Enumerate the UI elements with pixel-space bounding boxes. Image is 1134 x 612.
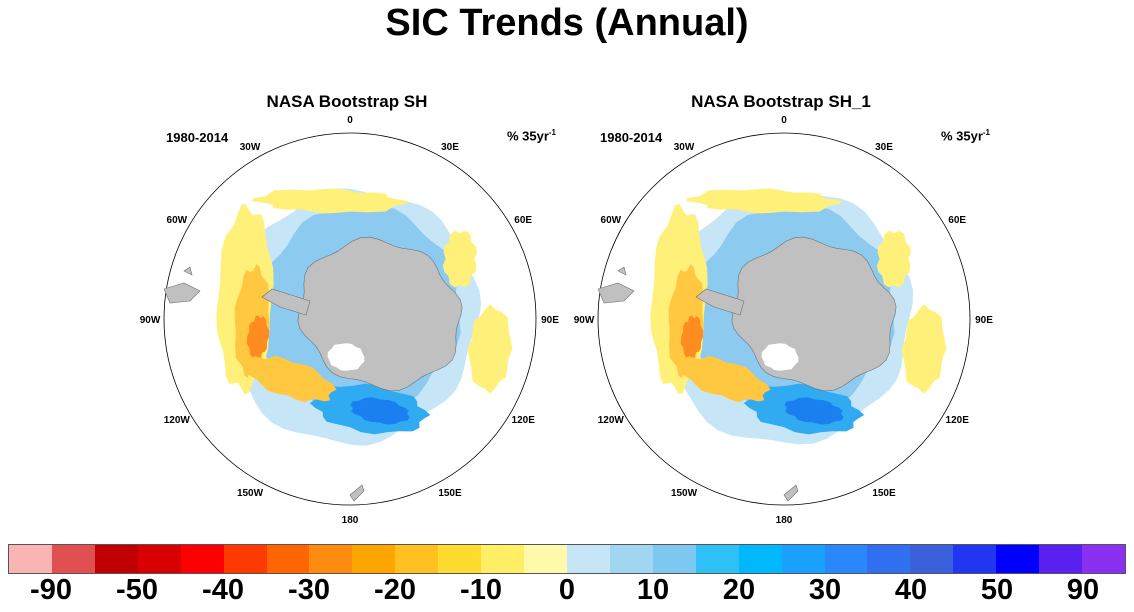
- colorbar-tick-label: -20: [374, 574, 416, 606]
- longitude-label: 150E: [438, 488, 462, 499]
- island: [183, 266, 193, 276]
- colorbar-cell: [524, 545, 567, 573]
- antarctic-peninsula: [261, 288, 311, 316]
- colorbar-cell: [309, 545, 353, 573]
- sea-ice-decline-zone: [876, 230, 912, 288]
- colorbar-cell: [1082, 545, 1125, 573]
- colorbar-cell: [566, 545, 610, 573]
- colorbar-tick-label: -30: [288, 574, 330, 606]
- longitude-label: 60E: [514, 215, 532, 226]
- colorbar-cell: [94, 545, 138, 573]
- colorbar-cell: [395, 545, 439, 573]
- colorbar-tick-label: 50: [980, 574, 1014, 606]
- sea-ice-decline-zone: [680, 315, 704, 359]
- colorbar-cell: [652, 545, 696, 573]
- colorbar-tick-label: 30: [808, 574, 842, 606]
- sea-ice-decline-zone: [251, 188, 409, 214]
- colorbar-tick-label: 20: [722, 574, 756, 606]
- longitude-label: 180: [342, 515, 359, 524]
- colorbar-cell: [438, 545, 482, 573]
- units-label: % 35yr-1: [940, 128, 990, 144]
- antarctic-peninsula: [695, 288, 745, 316]
- colorbar-tick-label: -90: [30, 574, 72, 606]
- map-panel-left: NASA Bootstrap SH 1980-2014 % 35yr-1 0 30…: [130, 84, 564, 524]
- colorbar-tick-label: -50: [116, 574, 158, 606]
- colorbar-labels: -90 -50 -40 -30 -20 -10 0 10 20 30 40 50 90: [8, 574, 1126, 610]
- colorbar-cell: [867, 545, 911, 573]
- longitude-label: 180: [776, 515, 793, 524]
- colorbar-cell: [910, 545, 954, 573]
- period-label: 1980-2014: [166, 130, 229, 145]
- colorbar-cell: [953, 545, 997, 573]
- colorbar-cell: [824, 545, 868, 573]
- sea-ice-decline-zone: [243, 355, 337, 403]
- longitude-label: 90W: [574, 315, 595, 326]
- longitude-label: 30E: [441, 142, 459, 153]
- colorbar-tick-label: -40: [202, 574, 244, 606]
- ross-ice-shelf: [327, 343, 365, 371]
- colorbar-tick-label: 0: [558, 574, 576, 606]
- period-label: 1980-2014: [600, 130, 663, 145]
- colorbar-cell: [266, 545, 310, 573]
- south-america-landmass: [163, 282, 201, 304]
- colorbar-tick-label: -10: [460, 574, 502, 606]
- longitude-label: 30W: [240, 142, 261, 153]
- main-title: SIC Trends (Annual): [385, 2, 749, 44]
- longitude-label: 60W: [601, 215, 622, 226]
- longitude-label: 60W: [167, 215, 188, 226]
- colorbar-tick-label: 10: [636, 574, 670, 606]
- panel-title: NASA Bootstrap SH_1: [691, 92, 871, 111]
- island: [617, 266, 627, 276]
- longitude-label: 120E: [512, 415, 536, 426]
- colorbar: [8, 544, 1126, 574]
- longitude-label: 90E: [541, 315, 559, 326]
- ross-ice-shelf: [761, 343, 799, 371]
- units-label: % 35yr-1: [506, 128, 556, 144]
- polar-map: 0 30E 60E 90E 120E 150E 180 150W 120W 90W 60W 30W: [140, 115, 560, 524]
- polar-map: 0 30E 60E 90E 120E 150E 180 150W 120W 90W 60W 30W: [574, 115, 994, 524]
- colorbar-cell: [352, 545, 396, 573]
- longitude-label: 90W: [140, 315, 161, 326]
- colorbar-tick-label: 90: [1066, 574, 1100, 606]
- south-america-landmass: [597, 282, 635, 304]
- longitude-label: 30E: [875, 142, 893, 153]
- panel-title: NASA Bootstrap SH: [266, 92, 428, 111]
- new-zealand-landmass: [349, 484, 365, 502]
- sea-ice-decline-zone: [442, 230, 478, 288]
- sea-ice-decline-zone: [685, 188, 843, 214]
- sea-ice-decline-zone: [467, 304, 513, 394]
- longitude-label: 90E: [975, 315, 993, 326]
- longitude-label: 150E: [872, 488, 896, 499]
- new-zealand-landmass: [783, 484, 799, 502]
- colorbar-cell: [996, 545, 1040, 573]
- colorbar-cell: [51, 545, 95, 573]
- colorbar-cell: [781, 545, 825, 573]
- colorbar-cell: [137, 545, 181, 573]
- sea-ice-increase-zone: [784, 397, 844, 425]
- longitude-label: 120W: [598, 415, 625, 426]
- sea-ice-decline-zone: [901, 304, 947, 394]
- longitude-label: 120W: [164, 415, 191, 426]
- sea-ice-decline-zone: [246, 315, 270, 359]
- map-panel-right: NASA Bootstrap SH_1 1980-2014 % 35yr-1 0…: [564, 84, 998, 524]
- longitude-label: 0: [781, 115, 787, 126]
- longitude-label: 120E: [946, 415, 970, 426]
- colorbar-tick-label: 40: [894, 574, 928, 606]
- longitude-label: 150W: [237, 488, 264, 499]
- sea-ice-increase-zone: [350, 397, 410, 425]
- colorbar-cell: [1039, 545, 1083, 573]
- sea-ice-decline-zone: [677, 355, 771, 403]
- colorbar-cell: [609, 545, 653, 573]
- colorbar-cell: [738, 545, 782, 573]
- longitude-label: 30W: [674, 142, 695, 153]
- colorbar-cell: [481, 545, 525, 573]
- colorbar-cell: [695, 545, 739, 573]
- colorbar-cell: [180, 545, 224, 573]
- longitude-label: 60E: [948, 215, 966, 226]
- longitude-label: 0: [347, 115, 353, 126]
- colorbar-cell: [223, 545, 267, 573]
- longitude-label: 150W: [671, 488, 698, 499]
- colorbar-cell: [9, 545, 52, 573]
